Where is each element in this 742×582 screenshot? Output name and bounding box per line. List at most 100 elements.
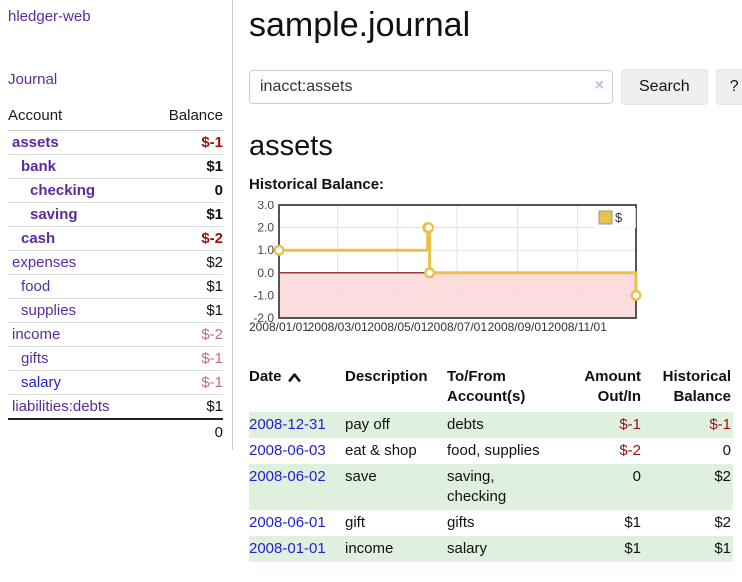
svg-text:2008/01/01: 2008/01/01 xyxy=(249,320,309,334)
account-heading: assets xyxy=(249,130,333,162)
svg-text:3.0: 3.0 xyxy=(257,201,274,212)
sidebar-account-link[interactable]: gifts xyxy=(21,350,49,367)
transaction-date-link[interactable]: 2008-01-01 xyxy=(249,540,326,557)
sidebar-account-link[interactable]: income xyxy=(12,326,61,343)
register-column-header: Date xyxy=(249,365,345,412)
clear-search-icon[interactable]: × xyxy=(594,77,604,94)
plot-border xyxy=(278,204,637,319)
svg-text:$: $ xyxy=(615,210,623,225)
hledger-web-app: hledger-web Journal Account Balance asse… xyxy=(0,0,742,562)
account-balance: $-1 xyxy=(148,130,223,155)
main-content: sample.journal × Search ? assets Histori… xyxy=(233,0,742,562)
register-column-header: To/From Account(s) xyxy=(447,368,526,405)
sort-ascending-icon xyxy=(288,368,301,388)
account-balance: $-1 xyxy=(148,346,223,371)
register-column-header: Historical Balance xyxy=(662,368,731,405)
account-row: food $1 xyxy=(8,274,223,299)
sidebar-item-journal[interactable]: Journal xyxy=(8,71,58,88)
transaction-balance: $2 xyxy=(714,514,731,531)
register-row: 2008-06-03 eat & shop food, supplies $-2 0 xyxy=(249,438,733,464)
account-balance: $2 xyxy=(148,250,223,275)
register-row: 2008-06-01 gift gifts $1 $2 xyxy=(249,510,733,536)
account-row: cash $-2 xyxy=(8,226,223,251)
account-row: checking 0 xyxy=(8,178,223,203)
search-button[interactable]: Search xyxy=(621,69,708,105)
account-row: expenses $2 xyxy=(8,250,223,275)
transaction-balance: $1 xyxy=(714,540,731,557)
sidebar-account-link[interactable]: assets xyxy=(12,134,59,151)
historical-balance-chart: $3.0 2.0 1.0 0.0 -1.0 -2.0 2008/01/01 2008/03/0… xyxy=(243,201,742,337)
transaction-accounts: gifts xyxy=(447,514,475,531)
account-balance: $-2 xyxy=(148,226,223,251)
sidebar-account-link[interactable]: saving xyxy=(30,206,78,223)
transaction-amount: $-1 xyxy=(619,416,641,433)
account-row: saving $1 xyxy=(8,202,223,227)
svg-text:2.0: 2.0 xyxy=(257,221,274,235)
transaction-date-link[interactable]: 2008-12-31 xyxy=(249,416,326,433)
svg-text:-2.0: -2.0 xyxy=(253,311,274,325)
account-row: bank $1 xyxy=(8,154,223,179)
sidebar-account-link[interactable]: salary xyxy=(21,374,62,391)
account-balance: $-1 xyxy=(148,370,223,395)
account-balance: $-2 xyxy=(148,322,223,347)
account-row: gifts $-1 xyxy=(8,346,223,371)
sidebar-account-link[interactable]: checking xyxy=(30,182,96,199)
accounts-table: Account Balance assets $-1 bank $1 checking 0… xyxy=(8,104,223,445)
svg-text:0.0: 0.0 xyxy=(257,266,274,280)
search-input[interactable] xyxy=(249,70,613,104)
transaction-date-link[interactable]: 2008-06-01 xyxy=(249,514,326,531)
account-row: assets $-1 xyxy=(8,130,223,155)
svg-text:2008/09/01: 2008/09/01 xyxy=(488,320,548,334)
account-row: salary $-1 xyxy=(8,370,223,395)
svg-text:2008/03/01: 2008/03/01 xyxy=(308,320,368,334)
sidebar-account-link[interactable]: liabilities:debts xyxy=(12,398,110,415)
transaction-accounts: food, supplies xyxy=(447,442,540,459)
accounts-total-value: 0 xyxy=(148,418,223,445)
transaction-description: eat & shop xyxy=(345,442,417,459)
register-column-header: Amount Out/In xyxy=(584,368,641,405)
sidebar-account-link[interactable]: supplies xyxy=(21,302,77,319)
account-balance: $1 xyxy=(148,298,223,323)
sidebar-account-link[interactable]: food xyxy=(21,278,51,295)
help-button[interactable]: ? xyxy=(715,69,742,105)
transaction-amount: $-2 xyxy=(619,442,641,459)
register-row: 2008-06-02 save saving, checking 0 $2 xyxy=(249,464,733,510)
account-balance: 0 xyxy=(148,178,223,203)
transaction-accounts: saving, checking xyxy=(447,468,507,505)
account-balance: $1 xyxy=(148,394,223,420)
data-point xyxy=(630,289,642,301)
transaction-date-link[interactable]: 2008-06-03 xyxy=(249,442,326,459)
sidebar-account-link[interactable]: bank xyxy=(21,158,57,175)
register-row: 2008-12-31 pay off debts $-1 $-1 xyxy=(249,412,733,438)
transaction-accounts: debts xyxy=(447,416,484,433)
transaction-amount: $1 xyxy=(624,514,641,531)
sidebar-account-link[interactable]: expenses xyxy=(12,254,77,271)
accounts-total-row: 0 xyxy=(8,418,223,445)
account-balance: $1 xyxy=(148,202,223,227)
svg-text:2008/05/01: 2008/05/01 xyxy=(367,320,427,334)
svg-text:-1.0: -1.0 xyxy=(253,288,274,302)
transaction-balance: $2 xyxy=(714,468,731,485)
svg-text:2008/07/01: 2008/07/01 xyxy=(427,320,487,334)
transaction-balance: $-1 xyxy=(709,416,731,433)
brand-link[interactable]: hledger-web xyxy=(8,8,91,25)
search-box: × xyxy=(249,70,613,104)
transaction-amount: $1 xyxy=(624,540,641,557)
search-form: × Search ? xyxy=(249,69,742,105)
data-point xyxy=(423,222,435,234)
transaction-date-link[interactable]: 2008-06-02 xyxy=(249,468,326,485)
sidebar-account-link[interactable]: cash xyxy=(21,230,56,247)
accounts-header-account: Account xyxy=(8,104,149,131)
account-row: income $-2 xyxy=(8,322,223,347)
account-balance: $1 xyxy=(148,274,223,299)
accounts-header-balance: Balance xyxy=(148,104,223,131)
transaction-amount: 0 xyxy=(632,468,641,485)
data-point xyxy=(424,267,436,279)
sidebar: hledger-web Journal Account Balance asse… xyxy=(0,0,233,450)
transaction-description: income xyxy=(345,540,394,557)
data-point xyxy=(273,244,285,256)
transaction-accounts: salary xyxy=(447,540,488,557)
account-row: supplies $1 xyxy=(8,298,223,323)
svg-text:1.0: 1.0 xyxy=(257,243,274,257)
register-table: Date Description To/From Account(s) Amount … xyxy=(249,365,733,562)
